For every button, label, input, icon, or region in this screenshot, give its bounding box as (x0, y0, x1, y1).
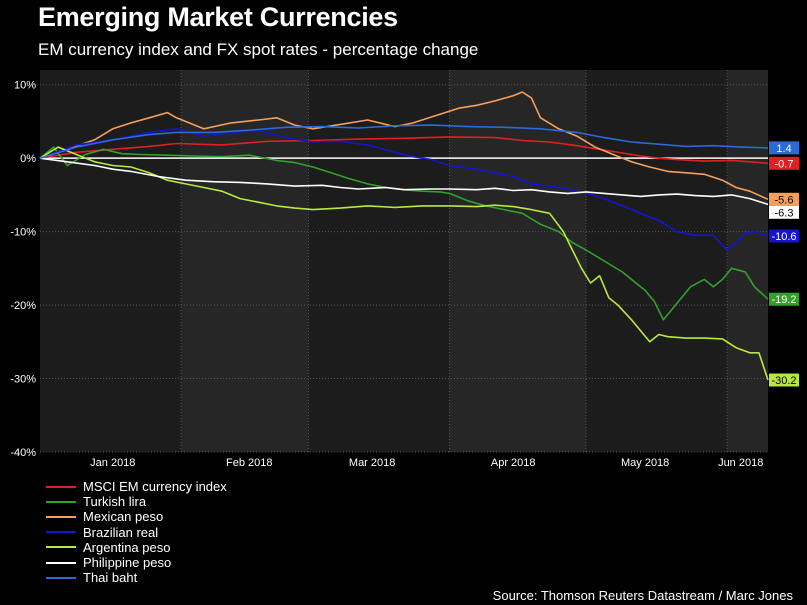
end-label-text: -6.3 (775, 207, 794, 219)
end-label: -6.3 (769, 205, 799, 219)
series-line (39, 146, 769, 321)
legend-label: Thai baht (83, 570, 138, 586)
legend-swatch (46, 531, 76, 534)
legend-label: Mexican peso (83, 509, 164, 525)
series-line (39, 157, 769, 206)
legend-item: Mexican peso (46, 509, 227, 524)
source-note: Source: Thomson Reuters Datastream / Mar… (492, 588, 793, 603)
legend-swatch (46, 561, 76, 564)
legend-label: MSCI EM currency index (83, 479, 227, 494)
x-tick-label: Mar 2018 (349, 457, 395, 469)
x-tick-label: Feb 2018 (226, 457, 272, 469)
series-lines (39, 91, 769, 381)
legend-item: MSCI EM currency index (46, 479, 227, 494)
end-label: -30.2 (769, 373, 799, 387)
end-label-text: -19.2 (771, 294, 796, 306)
legend-label: Philippine peso (83, 554, 172, 570)
y-tick-label: -40% (10, 447, 36, 459)
y-axis-tick-labels: 10% 0% -10% -20% -30% -40% (10, 80, 36, 459)
y-tick-label: -20% (10, 300, 36, 312)
y-tick-label: 0% (20, 153, 36, 165)
legend-item: Philippine peso (46, 555, 227, 570)
legend-item: Brazilian real (46, 525, 227, 540)
x-tick-label: Jun 2018 (718, 457, 763, 469)
legend-label: Argentina peso (83, 539, 171, 555)
month-band (449, 70, 586, 452)
end-label: -5.6 (769, 192, 799, 206)
end-label-box (769, 205, 799, 219)
end-label-box (769, 156, 799, 170)
end-label-box (769, 192, 799, 206)
end-value-labels: 1.4 -0.7 -5.6-6.3 -10.6 -19.2 -30.2 (769, 141, 799, 387)
end-label-box (769, 373, 799, 387)
end-label-text: -5.6 (775, 194, 794, 206)
chart-title: Emerging Market Currencies (38, 2, 398, 32)
legend-item: Thai baht (46, 570, 227, 585)
month-band (586, 70, 728, 452)
end-label: 1.4 (769, 141, 799, 155)
series-line (39, 91, 769, 201)
month-band (181, 70, 309, 452)
end-label-text: -10.6 (771, 231, 796, 243)
end-label: -19.2 (769, 292, 799, 306)
x-axis-tick-labels: Jan 2018 Feb 2018 Mar 2018 Apr 2018 May 2018… (90, 457, 763, 469)
end-label-text: 1.4 (776, 143, 791, 155)
end-label-box (769, 292, 799, 306)
legend-label: Brazilian real (83, 524, 159, 540)
y-tick-label: -10% (10, 227, 36, 239)
series-line (39, 128, 769, 251)
end-label-box (769, 229, 799, 243)
legend-label: Turkish lira (83, 494, 147, 510)
series-line (39, 146, 769, 381)
month-bands (40, 70, 768, 452)
month-band (40, 70, 182, 452)
legend: MSCI EM currency index Turkish lira Mexica… (46, 479, 227, 585)
legend-swatch (46, 546, 76, 549)
legend-swatch (46, 515, 76, 518)
legend-swatch (46, 576, 76, 579)
month-band (727, 70, 768, 452)
end-label-text: -0.7 (775, 158, 794, 170)
end-label: -0.7 (769, 156, 799, 170)
end-label-box (769, 141, 799, 155)
legend-item: Turkish lira (46, 494, 227, 509)
x-tick-label: Apr 2018 (491, 457, 536, 469)
end-label: -10.6 (769, 229, 799, 243)
legend-item: Argentina peso (46, 540, 227, 555)
y-tick-label: 10% (14, 80, 36, 92)
y-tick-label: -30% (10, 374, 36, 386)
series-line (39, 124, 769, 159)
month-band (308, 70, 450, 452)
legend-swatch (46, 485, 76, 488)
legend-swatch (46, 500, 76, 503)
end-label-text: -30.2 (771, 375, 796, 387)
x-tick-label: Jan 2018 (90, 457, 135, 469)
x-tick-label: May 2018 (621, 457, 669, 469)
series-line (39, 136, 769, 165)
chart-subtitle: EM currency index and FX spot rates - pe… (38, 40, 479, 59)
